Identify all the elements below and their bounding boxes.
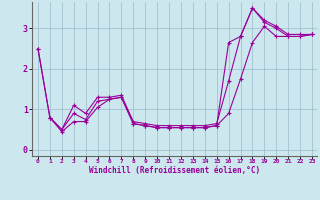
X-axis label: Windchill (Refroidissement éolien,°C): Windchill (Refroidissement éolien,°C) <box>89 166 260 175</box>
